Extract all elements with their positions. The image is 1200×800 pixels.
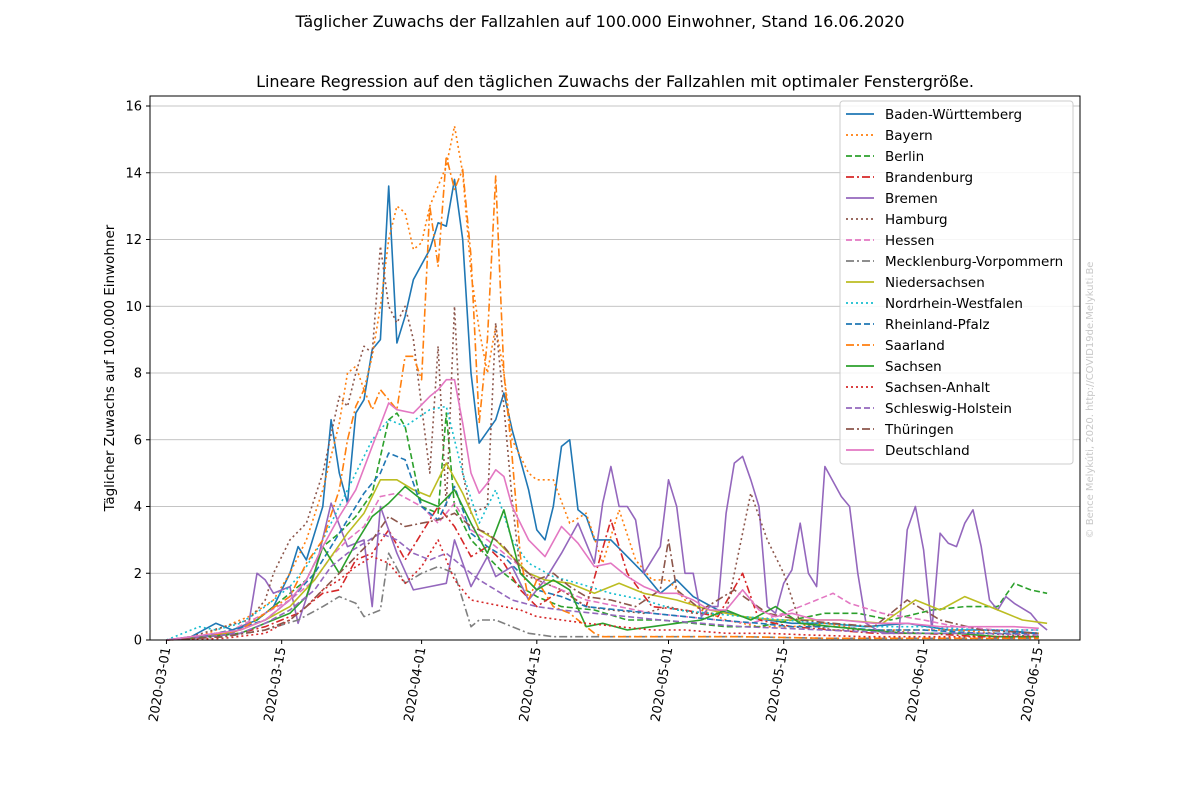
- chart-title: Lineare Regression auf den täglichen Zuw…: [256, 72, 974, 91]
- x-tick-label: 2020-05-15: [764, 646, 792, 723]
- legend-label: Brandenburg: [885, 170, 973, 186]
- series-line-11: [166, 155, 1039, 641]
- x-tick-label: 2020-03-01: [147, 646, 175, 723]
- series-line-13: [166, 539, 1039, 641]
- watermark: © Bence Melykúti, 2020. http://COVID19de…: [1084, 262, 1096, 539]
- legend-box: [839, 100, 1074, 465]
- x-tick-label: 2020-03-15: [262, 646, 290, 723]
- y-tick-label: 12: [125, 233, 142, 248]
- legend-label: Berlin: [885, 149, 924, 165]
- y-tick-label: 0: [134, 634, 142, 649]
- legend-label: Sachsen-Anhalt: [885, 380, 990, 396]
- y-axis-title: Täglicher Zuwachs auf 100.000 Einwohner: [102, 224, 118, 512]
- legend-label: Thüringen: [884, 422, 954, 438]
- series-line-15: [166, 512, 1039, 641]
- legend-label: Bremen: [885, 191, 938, 207]
- series-line-5: [166, 245, 1039, 641]
- series-line-2: [166, 412, 1048, 641]
- legend-label: Mecklenburg-Vorpommern: [885, 254, 1063, 270]
- y-axis: 0 2 4 6 8 10 12 14 16: [125, 100, 150, 649]
- legend: Baden-Württemberg Bayern Berlin Brandenburg…: [839, 100, 1074, 465]
- legend-label: Rheinland-Pfalz: [885, 317, 990, 333]
- y-tick-label: 6: [134, 433, 142, 448]
- series-line-1: [166, 125, 1039, 641]
- x-tick-label: 2020-06-15: [1019, 646, 1047, 723]
- y-tick-label: 2: [134, 567, 142, 582]
- y-tick-label: 16: [125, 100, 142, 115]
- legend-label: Hamburg: [885, 212, 948, 228]
- x-tick-label: 2020-05-01: [649, 646, 677, 723]
- legend-label: Bayern: [885, 128, 933, 144]
- series-line-3: [166, 505, 1039, 641]
- x-tick-label: 2020-04-15: [517, 646, 545, 723]
- x-axis: 2020-03-01 2020-03-15 2020-04-01 2020-04-15…: [147, 640, 1047, 723]
- legend-label: Baden-Württemberg: [885, 107, 1022, 123]
- series-line-9: [166, 405, 1039, 641]
- legend-label: Sachsen: [885, 359, 942, 375]
- series-line-10: [166, 452, 1039, 641]
- y-tick-label: 8: [134, 367, 142, 382]
- figure-suptitle: Täglicher Zuwachs der Fallzahlen auf 100…: [295, 12, 905, 31]
- series-lines: [166, 125, 1048, 641]
- series-line-14: [166, 532, 1039, 641]
- y-tick-label: 4: [134, 500, 142, 515]
- series-line-12: [166, 485, 1039, 641]
- legend-label: Saarland: [885, 338, 945, 354]
- series-line-0: [166, 178, 1039, 641]
- legend-label: Deutschland: [885, 443, 970, 459]
- y-tick-label: 14: [125, 166, 142, 181]
- legend-label: Hessen: [885, 233, 934, 249]
- legend-label: Niedersachsen: [885, 275, 985, 291]
- x-tick-label: 2020-04-01: [402, 646, 430, 723]
- x-tick-label: 2020-06-01: [904, 646, 932, 723]
- y-tick-label: 10: [125, 300, 142, 315]
- legend-label: Schleswig-Holstein: [885, 401, 1012, 417]
- series-line-16: [166, 378, 1039, 641]
- series-line-8: [166, 462, 1048, 641]
- legend-label: Nordrhein-Westfalen: [885, 296, 1023, 312]
- plot-frame: [149, 95, 1081, 641]
